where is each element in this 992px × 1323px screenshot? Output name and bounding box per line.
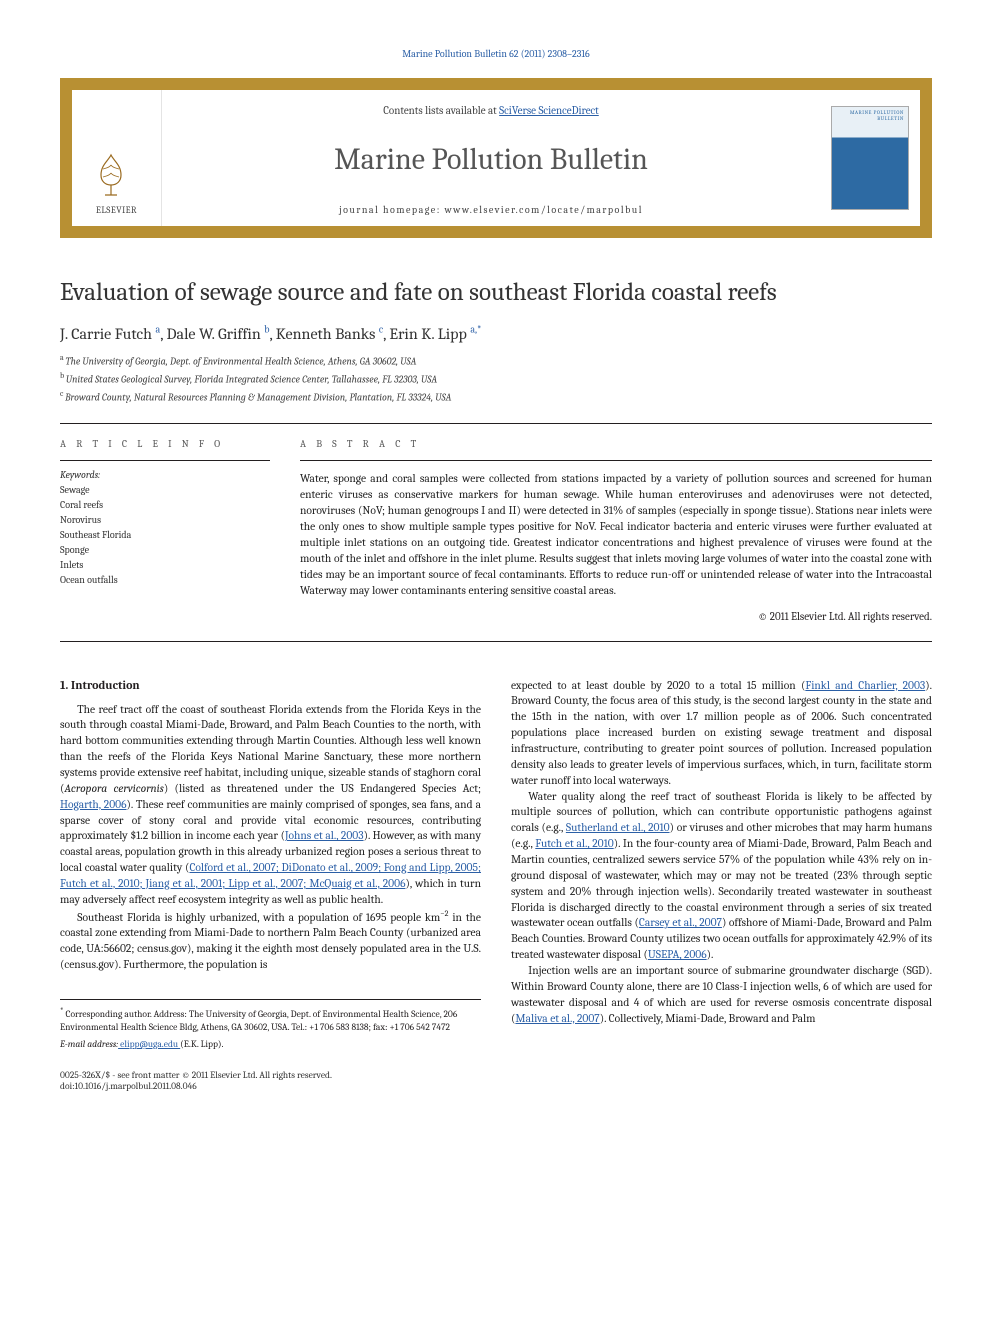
abstract-text: Water, sponge and coral samples were col…	[300, 471, 932, 600]
para-2: Southeast Florida is highly urbanized, w…	[60, 908, 481, 973]
keyword: Southeast Florida	[60, 528, 270, 543]
affiliation: a The University of Georgia, Dept. of En…	[60, 353, 932, 369]
footer-row: 0025-326X/$ - see front matter © 2011 El…	[60, 1070, 932, 1092]
ref-sutherland-2010[interactable]: Sutherland et al., 2010	[566, 821, 670, 834]
ref-hogarth-2006[interactable]: Hogarth, 2006	[60, 798, 127, 811]
article-info-rule	[60, 460, 270, 461]
ref-finkl-2003[interactable]: Finkl and Charlier, 2003	[805, 679, 925, 692]
contents-prefix: Contents lists available at	[383, 104, 499, 117]
elsevier-logo: ELSEVIER	[87, 151, 147, 216]
journal-name: Marine Pollution Bulletin	[170, 142, 812, 177]
keywords-list: SewageCoral reefsNorovirusSoutheast Flor…	[60, 483, 270, 588]
p2-a: Southeast Florida is highly urbanized, w…	[77, 911, 440, 924]
keyword: Norovirus	[60, 513, 270, 528]
affil-mark: c	[60, 389, 65, 398]
publisher-name: ELSEVIER	[87, 206, 147, 216]
column-left: 1. Introduction The reef tract off the c…	[60, 678, 481, 1052]
abstract-top-rule	[300, 460, 932, 461]
corr-text: Corresponding author. Address: The Unive…	[60, 1009, 457, 1033]
ref-maliva-2007[interactable]: Maliva et al., 2007	[515, 1012, 599, 1025]
masthead-center: Contents lists available at SciVerse Sci…	[162, 90, 820, 226]
sciencedirect-link[interactable]: SciVerse ScienceDirect	[499, 104, 599, 117]
journal-homepage-line: journal homepage: www.elsevier.com/locat…	[170, 204, 812, 216]
publisher-logo-cell: ELSEVIER	[72, 90, 162, 226]
abstract-col: A B S T R A C T Water, sponge and coral …	[300, 438, 932, 623]
para-1: The reef tract off the coast of southeas…	[60, 702, 481, 908]
keywords-label: Keywords:	[60, 469, 270, 481]
journal-cover-cell: MARINE POLLUTION BULLETIN	[820, 90, 920, 226]
abstract-heading: A B S T R A C T	[300, 438, 932, 450]
p3-a: expected to at least double by 2020 to a…	[511, 679, 805, 692]
affiliation: c Broward County, Natural Resources Plan…	[60, 389, 932, 405]
header-citation: Marine Pollution Bulletin 62 (2011) 2308…	[60, 48, 932, 60]
author: , Dale W. Griffin b	[160, 325, 269, 343]
footnotes: * Corresponding author. Address: The Uni…	[60, 999, 481, 1052]
ref-usepa-2006[interactable]: USEPA, 2006	[648, 948, 707, 961]
ref-futch-2010[interactable]: Futch et al., 2010	[535, 837, 613, 850]
homepage-prefix: journal homepage:	[339, 204, 444, 216]
keyword: Inlets	[60, 558, 270, 573]
article-info-col: A R T I C L E I N F O Keywords: SewageCo…	[60, 438, 270, 623]
affil-mark: b	[60, 371, 66, 380]
p5-b: ). Collectively, Miami-Dade, Broward and…	[600, 1012, 816, 1025]
corresponding-author-note: * Corresponding author. Address: The Uni…	[60, 1006, 481, 1035]
para-3: expected to at least double by 2020 to a…	[511, 678, 932, 789]
p4-e: ).	[707, 948, 714, 961]
author: , Kenneth Banks c	[269, 325, 383, 343]
affiliation: b United States Geological Survey, Flori…	[60, 371, 932, 387]
author: , Erin K. Lipp a,*	[383, 325, 481, 343]
author-list: J. Carrie Futch a, Dale W. Griffin b, Ke…	[60, 324, 932, 343]
journal-homepage-link[interactable]: www.elsevier.com/locate/marpolbul	[444, 204, 643, 216]
keyword: Sewage	[60, 483, 270, 498]
keyword: Coral reefs	[60, 498, 270, 513]
para-4: Water quality along the reef tract of so…	[511, 789, 932, 963]
info-abstract-row: A R T I C L E I N F O Keywords: SewageCo…	[60, 438, 932, 623]
keyword: Ocean outfalls	[60, 573, 270, 588]
doi-line: doi:10.1016/j.marpolbul.2011.08.046	[60, 1081, 332, 1092]
email-owner: (E.K. Lipp).	[180, 1039, 223, 1050]
journal-cover-thumbnail: MARINE POLLUTION BULLETIN	[831, 106, 909, 210]
abstract-copyright: © 2011 Elsevier Ltd. All rights reserved…	[300, 610, 932, 623]
section-1-heading: 1. Introduction	[60, 678, 481, 692]
p1-ital: Acropora cervicornis	[64, 782, 163, 795]
contents-line: Contents lists available at SciVerse Sci…	[170, 104, 812, 117]
author: J. Carrie Futch a	[60, 325, 160, 343]
rule-bottom	[60, 641, 932, 642]
affiliation-block: a The University of Georgia, Dept. of En…	[60, 353, 932, 404]
p1-b: ) (listed as threatened under the US End…	[164, 782, 481, 795]
rule-top	[60, 423, 932, 424]
ref-carsey-2007[interactable]: Carsey et al., 2007	[639, 916, 722, 929]
journal-masthead: ELSEVIER Contents lists available at Sci…	[60, 78, 932, 238]
column-right: expected to at least double by 2020 to a…	[511, 678, 932, 1052]
p3-b: ). Broward County, the focus area of thi…	[511, 679, 932, 787]
ref-johns-2003[interactable]: Johns et al., 2003	[285, 829, 364, 842]
affil-mark: a	[60, 353, 66, 362]
body-columns: 1. Introduction The reef tract off the c…	[60, 678, 932, 1052]
para-5: Injection wells are an important source …	[511, 963, 932, 1026]
article-title: Evaluation of sewage source and fate on …	[60, 278, 932, 308]
journal-cover-title: MARINE POLLUTION BULLETIN	[836, 111, 904, 122]
article-info-heading: A R T I C L E I N F O	[60, 438, 270, 450]
email-label: E-mail address:	[60, 1039, 118, 1050]
email-link[interactable]: elipp@uga.edu	[118, 1039, 180, 1050]
footer-left: 0025-326X/$ - see front matter © 2011 El…	[60, 1070, 332, 1092]
author-affil-mark: a,*	[470, 324, 481, 336]
email-line: E-mail address: elipp@uga.edu (E.K. Lipp…	[60, 1039, 481, 1052]
keyword: Sponge	[60, 543, 270, 558]
front-matter-line: 0025-326X/$ - see front matter © 2011 El…	[60, 1070, 332, 1081]
elsevier-tree-icon	[87, 151, 135, 199]
